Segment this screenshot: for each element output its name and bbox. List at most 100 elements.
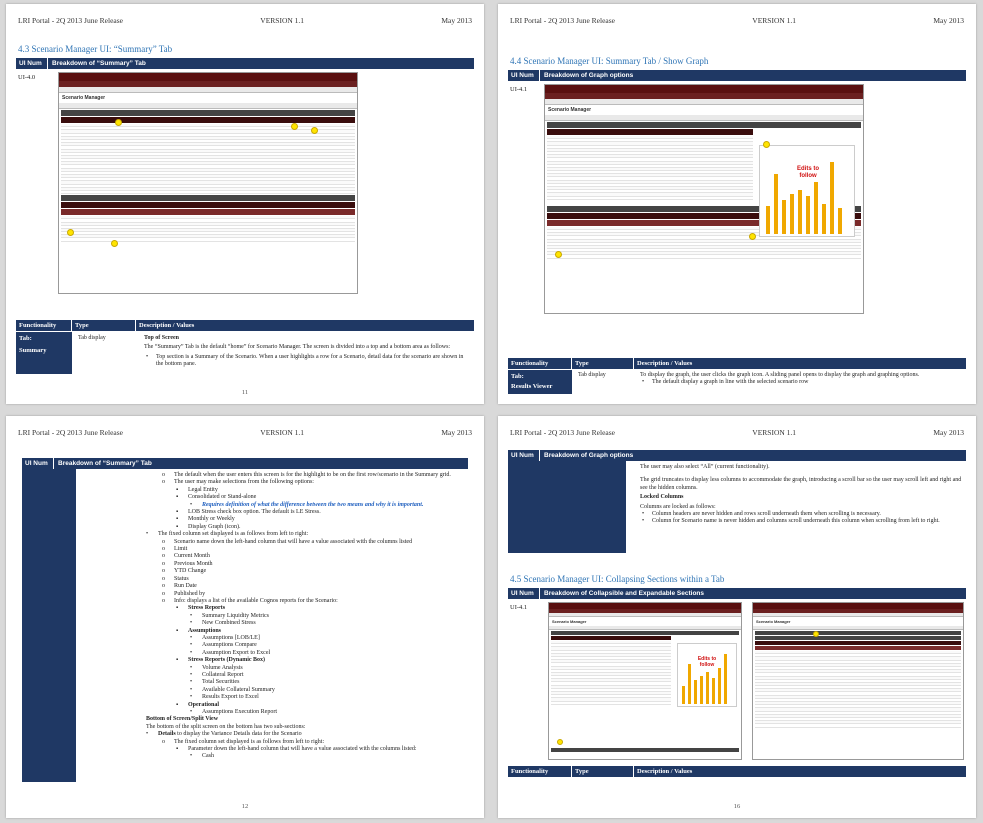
section-heading: 4.3 Scenario Manager UI: “Summary” Tab <box>18 44 173 54</box>
outline-line: o Limit <box>162 546 188 553</box>
outline-text: The fixed column set displayed is as fol… <box>174 738 325 745</box>
outline-line: ▪ Monthly or Weekly <box>176 516 235 523</box>
outline-text: Bottom of Screen/Split View <box>146 716 219 723</box>
functionality-table-header: Functionality Type Description / Values <box>508 766 966 777</box>
outline-line: ▪ Consolidated or Stand-alone <box>176 494 257 501</box>
header-center: VERSION 1.1 <box>752 428 797 437</box>
outline-line: o Info: displays a list of the available … <box>162 597 338 604</box>
outline-line: • Assumptions Compare <box>190 642 257 649</box>
table-header-bar: UI Num Breakdown of “Summary” Tab <box>16 58 474 69</box>
description-col: Description / Values <box>637 768 693 775</box>
outline-line: • Total Securities <box>190 679 240 686</box>
outline-line: o Published by <box>162 590 206 597</box>
outline-line: • Volume Analysis <box>190 664 243 671</box>
outline-line: • Assumption Export to Excel <box>190 649 271 656</box>
breakdown-header: Breakdown of Graph options <box>544 452 634 459</box>
outline-text: Assumptions Execution Report <box>202 709 277 715</box>
p-grid: The grid truncates to display less colum… <box>640 477 962 491</box>
section-heading: 4.5 Scenario Manager UI: Collapsing Sect… <box>510 574 725 584</box>
outline-text: Operational <box>188 701 219 708</box>
tab-name: Results Viewer <box>511 383 553 390</box>
outline-line: • Summary Liquidity Metrics <box>190 612 269 619</box>
outline-line: ▪ Stress Reports (Dynamic Box) <box>176 657 266 664</box>
outline-line: ▪ Operational <box>176 701 219 708</box>
description-col: Description / Values <box>139 322 195 329</box>
header-left: LRI Portal - 2Q 2013 June Release <box>510 16 615 25</box>
functionality-col: Functionality <box>508 358 572 369</box>
breakdown-header: Breakdown of Graph options <box>544 72 634 79</box>
page-number: 12 <box>241 803 249 810</box>
header-right: May 2013 <box>441 16 472 25</box>
desc-bullet: • The default display a graph in line wit… <box>642 379 809 386</box>
outline-line: o Status <box>162 575 189 582</box>
outline-text: New Combined Stress <box>202 620 256 627</box>
outline-line: ▪ Parameter down the left-hand column tha… <box>176 746 417 753</box>
page-header: LRI Portal - 2Q 2013 June Release VERSIO… <box>510 428 964 437</box>
breakdown-header: Breakdown of Collapsible and Expandable … <box>544 590 705 597</box>
outline-text: Assumption Export to Excel <box>202 649 271 656</box>
outline-text: Requires definition of what the differen… <box>202 501 424 508</box>
outline-line: • The fixed column set displayed is as fo… <box>146 531 309 538</box>
outline-text: Status <box>174 575 189 582</box>
functionality-cell: Tab: Summary <box>16 332 72 374</box>
graph-screenshot: Scenario Manager Edits t <box>544 84 864 314</box>
outline-text: Cash <box>202 753 214 760</box>
locked-bullet-1: • Column headers are never hidden and row… <box>642 511 881 518</box>
ui-num-value: UI-4.1 <box>510 604 528 611</box>
functionality-table-header: Functionality Type Description / Values <box>16 320 474 331</box>
outline-text: Parameter down the left-hand column that… <box>188 746 417 753</box>
graph-options-text: The user may also select “All” (current … <box>640 464 965 526</box>
ui-num-header: UI Num <box>508 588 540 599</box>
header-right: May 2013 <box>933 428 964 437</box>
ui-num-header: UI Num <box>508 450 540 461</box>
outline-text: Scenario name down the left-hand column … <box>174 538 413 545</box>
header-right: May 2013 <box>441 428 472 437</box>
table-header-bar-2: UI Num Breakdown of Collapsible and Expa… <box>508 588 966 599</box>
outline-line: ▪ LOB Stress check box option. The defaul… <box>176 509 321 516</box>
outline-line: • Collateral Report <box>190 671 244 678</box>
desc-bullet: • Top section is a Summary of the Scenari… <box>146 353 464 368</box>
table-header-bar: UI Num Breakdown of Graph options <box>508 70 966 81</box>
outline-text: Results Export to Excel <box>202 694 259 701</box>
outline-text: Assumptions [LOB/LE] <box>202 634 260 641</box>
outline-line: ▪ Assumptions <box>176 627 222 634</box>
edits-callout: Edits to follow <box>697 656 717 668</box>
outline-text: Run Date <box>174 583 197 590</box>
outline-line: • Requires definition of what the differe… <box>190 501 424 508</box>
table-header-bar: UI Num Breakdown of “Summary” Tab <box>22 458 468 469</box>
outline-line: • Cash <box>190 753 214 760</box>
tab-label: Tab: <box>19 335 32 342</box>
outline-text: The bottom of the split screen on the bo… <box>146 723 306 730</box>
outline-text: Previous Month <box>174 560 213 567</box>
outline-text: Consolidated or Stand-alone <box>188 494 257 501</box>
description-col: Description / Values <box>637 360 693 367</box>
outline-line: • Results Export to Excel <box>190 694 259 701</box>
header-right: May 2013 <box>933 16 964 25</box>
outline-line: • Details to display the Variance Details… <box>146 731 302 738</box>
outline-line: o Previous Month <box>162 560 213 567</box>
page-number: 16 <box>733 803 741 810</box>
desc-title: Top of Screen <box>144 335 180 341</box>
outline-text: Collateral Report <box>202 671 244 678</box>
outline-text: Stress Reports (Dynamic Box) <box>188 657 266 664</box>
outline-text: The user may make selections from the fo… <box>174 479 314 486</box>
outline-line: Bottom of Screen/Split View <box>146 716 466 723</box>
outline-text: The fixed column set displayed is as fol… <box>158 531 309 538</box>
locked-bullet-2: • Column for Scenario name is never hidde… <box>642 518 940 525</box>
header-center: VERSION 1.1 <box>260 428 305 437</box>
table-header-bar: UI Num Breakdown of Graph options <box>508 450 966 461</box>
ui-num-column <box>22 469 76 782</box>
outline-line: ▪ Legal Entity <box>176 486 218 493</box>
outline-line: ▪ Stress Reports <box>176 605 226 612</box>
desc-body: The “Summary” Tab is the default “home” … <box>144 344 451 351</box>
edits-callout: Edits to follow <box>797 166 819 179</box>
description-cell: Top of Screen The “Summary” Tab is the d… <box>144 335 469 369</box>
outline-line: o Scenario name down the left-hand column… <box>162 538 413 545</box>
p-all: The user may also select “All” (current … <box>640 464 770 470</box>
breakdown-header: Breakdown of “Summary” Tab <box>58 460 152 467</box>
outline-text: Published by <box>174 590 206 597</box>
description-cell: To display the graph, the user clicks th… <box>640 372 965 387</box>
summary-breakdown-text: o The default when the user enters this s… <box>146 472 466 761</box>
outline-text: Volume Analysis <box>202 664 243 671</box>
outline-line: • Assumptions [LOB/LE] <box>190 634 260 641</box>
